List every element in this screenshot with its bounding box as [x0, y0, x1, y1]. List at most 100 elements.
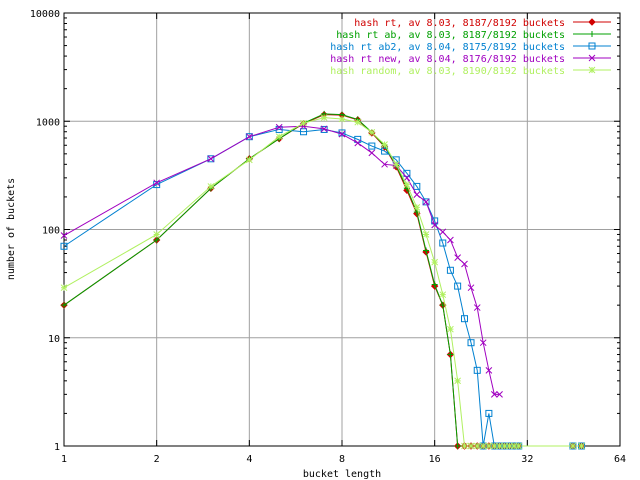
data-point-star — [392, 160, 400, 168]
data-point-square — [422, 198, 430, 206]
data-point-cross — [60, 232, 68, 239]
data-point-star — [207, 183, 215, 190]
data-point-plus — [589, 31, 595, 37]
data-point-cross — [275, 123, 283, 131]
data-point-star — [354, 118, 362, 126]
y-tick-label: 1 — [54, 442, 60, 453]
data-point-cross — [153, 179, 161, 187]
data-point-cross — [422, 198, 430, 206]
data-point-star — [381, 141, 388, 148]
data-point-cross — [485, 366, 493, 374]
series-1 — [60, 110, 586, 450]
data-point-star — [473, 442, 481, 450]
data-point-square — [403, 169, 411, 177]
x-axis-label: bucket length — [303, 469, 381, 480]
data-point-square — [368, 142, 376, 150]
data-point-star — [368, 128, 376, 136]
data-point-star — [275, 133, 283, 141]
y-tick-label: 10 — [48, 334, 60, 345]
data-point-star — [510, 442, 518, 450]
x-tick-label: 1 — [61, 454, 67, 465]
legend-entry-label: hash rt ab, av 8.03, 8187/8192 buckets — [336, 30, 565, 41]
x-tick-label: 4 — [246, 454, 252, 465]
legend-entry-label: hash rt ab2, av 8.04, 8175/8192 buckets — [330, 42, 565, 53]
data-point-cross — [338, 130, 346, 138]
data-point-cross — [368, 149, 376, 157]
data-point-square — [467, 339, 475, 347]
data-point-cross — [454, 254, 461, 261]
legend-entry-label: hash random, av 8.03, 8190/8192 buckets — [330, 66, 565, 77]
data-point-cross — [473, 304, 481, 311]
data-point-star — [320, 114, 328, 121]
legend: hash rt, av 8.03, 8187/8192 bucketshash … — [330, 18, 611, 77]
x-tick-label: 2 — [154, 454, 160, 465]
data-point-star — [490, 442, 498, 450]
legend-entry-label: hash rt new, av 8.04, 8176/8192 buckets — [330, 54, 565, 65]
y-tick-label: 1000 — [36, 117, 60, 128]
data-point-plus — [153, 236, 160, 243]
series-line — [63, 114, 582, 447]
data-point-square — [454, 282, 462, 290]
data-point-square — [439, 239, 447, 247]
series-line — [63, 117, 582, 447]
data-point-square — [207, 155, 215, 163]
data-point-plus — [447, 351, 454, 358]
data-point-square — [381, 147, 389, 155]
data-point-cross — [245, 133, 253, 141]
x-tick-label: 32 — [521, 454, 533, 465]
data-point-star — [588, 66, 596, 74]
data-point-cross — [467, 284, 475, 292]
grid — [64, 13, 620, 446]
legend-entry-marker — [588, 18, 596, 26]
data-point-star — [496, 442, 503, 450]
data-point-star — [300, 119, 307, 127]
data-point-cross — [320, 125, 328, 133]
data-point-star — [515, 442, 523, 450]
legend-entry-marker — [588, 66, 596, 74]
data-point-star — [501, 442, 508, 450]
data-point-star — [439, 291, 447, 299]
data-point-cross — [354, 139, 362, 147]
data-point-square — [413, 182, 421, 190]
data-point-star — [403, 181, 411, 188]
axis-ticks: 1 2 4 8 16 32 64 1 10 100 1000 10000 — [30, 9, 626, 465]
data-point-square — [245, 133, 253, 141]
legend-entry-marker — [588, 42, 596, 50]
data-point-square — [60, 242, 68, 250]
data-point-cross — [381, 160, 388, 168]
data-point-star — [338, 115, 346, 123]
data-point-star — [467, 442, 475, 450]
data-point-star — [485, 442, 493, 450]
series-lines — [60, 110, 586, 450]
y-tick-label: 100 — [42, 226, 60, 237]
data-point-plus — [431, 281, 438, 288]
data-point-square — [460, 315, 468, 323]
data-point-star — [431, 258, 439, 266]
data-point-star — [479, 442, 487, 450]
data-point-square — [446, 266, 454, 274]
data-point-cross — [413, 191, 421, 198]
data-point-star — [245, 156, 253, 164]
data-point-cross — [479, 339, 487, 347]
data-point-star — [413, 204, 421, 211]
data-point-square — [473, 366, 481, 374]
data-point-star — [60, 284, 68, 292]
data-point-diamond — [588, 18, 596, 26]
x-tick-label: 16 — [429, 454, 441, 465]
data-point-star — [506, 442, 513, 450]
data-point-cross — [439, 228, 447, 236]
data-point-cross — [207, 155, 215, 163]
data-point-cross — [447, 236, 454, 244]
data-point-plus — [61, 302, 67, 309]
data-point-star — [454, 377, 461, 385]
data-point-square — [275, 125, 283, 133]
x-tick-label: 8 — [339, 454, 345, 465]
data-point-square — [300, 128, 308, 136]
legend-entry-marker — [588, 54, 596, 62]
data-point-star — [569, 442, 577, 450]
legend-entry-label: hash rt, av 8.03, 8187/8192 buckets — [354, 18, 565, 29]
data-point-plus — [454, 443, 461, 449]
data-point-plus — [423, 247, 430, 254]
data-point-square — [485, 409, 493, 417]
